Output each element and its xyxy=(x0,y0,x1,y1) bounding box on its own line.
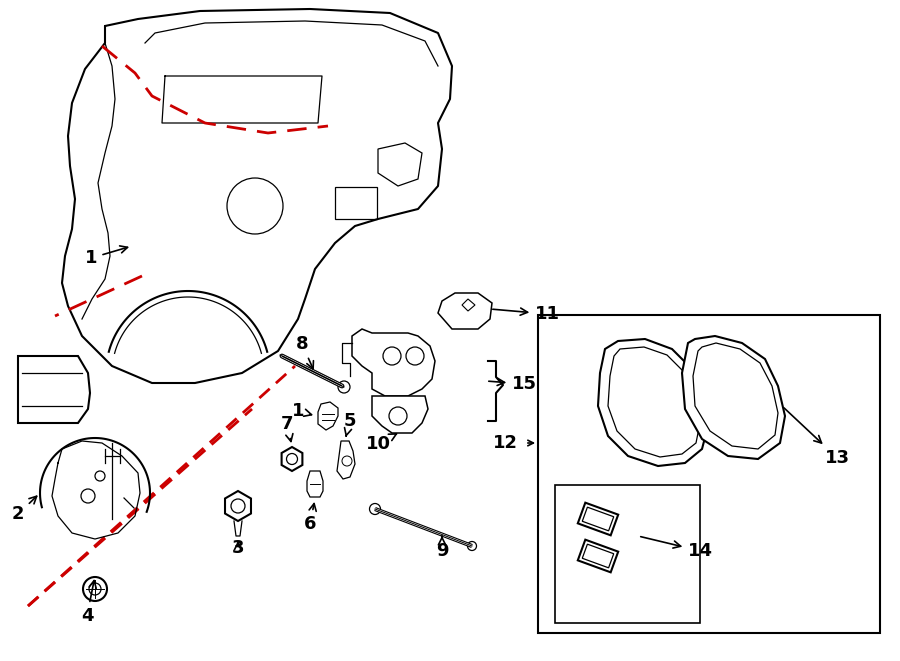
Polygon shape xyxy=(307,471,323,497)
Polygon shape xyxy=(18,356,90,423)
Text: 12: 12 xyxy=(493,434,518,452)
Text: 11: 11 xyxy=(493,305,560,323)
Text: 6: 6 xyxy=(304,504,316,533)
FancyBboxPatch shape xyxy=(335,187,377,219)
Polygon shape xyxy=(378,143,422,186)
Polygon shape xyxy=(282,447,302,471)
Polygon shape xyxy=(352,329,435,396)
Text: 9: 9 xyxy=(436,536,448,560)
Text: 1: 1 xyxy=(85,246,128,267)
Polygon shape xyxy=(582,544,614,568)
Polygon shape xyxy=(682,336,785,459)
Text: 8: 8 xyxy=(296,335,313,369)
Text: 3: 3 xyxy=(232,539,244,557)
Circle shape xyxy=(406,347,424,365)
Text: 13: 13 xyxy=(784,408,850,467)
Polygon shape xyxy=(462,299,475,311)
Circle shape xyxy=(286,453,298,465)
Text: 7: 7 xyxy=(281,415,293,442)
Polygon shape xyxy=(582,507,614,531)
Polygon shape xyxy=(578,539,618,572)
Circle shape xyxy=(83,577,107,601)
Polygon shape xyxy=(608,347,700,457)
Polygon shape xyxy=(438,293,492,329)
Circle shape xyxy=(342,456,352,466)
Circle shape xyxy=(370,504,381,514)
Text: 4: 4 xyxy=(81,580,96,625)
Text: 15: 15 xyxy=(489,375,537,393)
Polygon shape xyxy=(693,343,778,449)
Polygon shape xyxy=(318,402,338,430)
Circle shape xyxy=(389,407,407,425)
Polygon shape xyxy=(578,502,618,535)
Circle shape xyxy=(467,541,476,551)
Polygon shape xyxy=(598,339,708,466)
Polygon shape xyxy=(225,491,251,521)
Polygon shape xyxy=(337,441,355,479)
Text: 14: 14 xyxy=(641,537,713,560)
Circle shape xyxy=(81,489,95,503)
FancyBboxPatch shape xyxy=(538,315,880,633)
Text: 2: 2 xyxy=(12,496,37,523)
Ellipse shape xyxy=(227,178,283,234)
Circle shape xyxy=(383,347,401,365)
Text: 10: 10 xyxy=(365,434,397,453)
Circle shape xyxy=(231,499,245,513)
Text: 1: 1 xyxy=(292,402,311,420)
Circle shape xyxy=(89,583,101,595)
Text: 5: 5 xyxy=(344,412,356,436)
Circle shape xyxy=(95,471,105,481)
FancyBboxPatch shape xyxy=(555,485,700,623)
Polygon shape xyxy=(372,396,428,433)
